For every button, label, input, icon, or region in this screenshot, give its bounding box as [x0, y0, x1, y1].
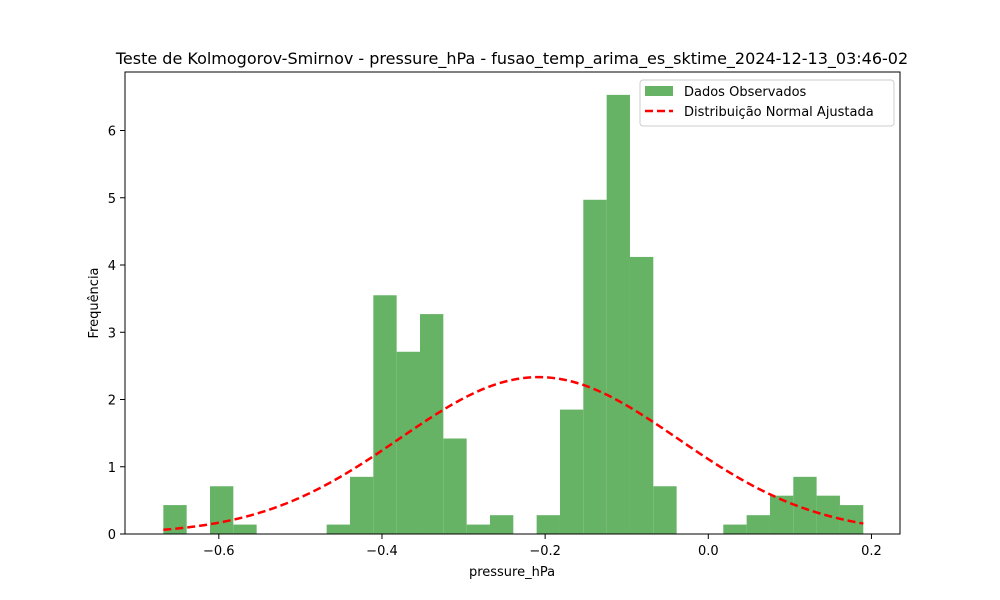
chart-title: Teste de Kolmogorov-Smirnov - pressure_h…: [115, 49, 908, 69]
x-axis-ticks: −0.6 −0.4 −0.2 0.0 0.2: [203, 534, 882, 559]
histogram-bar: [769, 495, 794, 534]
histogram-bar: [606, 94, 630, 535]
histogram-bar: [163, 505, 187, 534]
histogram-bar: [746, 515, 770, 534]
histogram-bar: [653, 486, 677, 534]
normal-fit-curve: [163, 375, 864, 532]
y-axis-ticks: 0 1 2 3 4 5 6: [108, 125, 125, 543]
histogram-bar: [419, 314, 444, 534]
legend-swatch-observed: [645, 86, 673, 96]
legend-label-fit: Distribuição Normal Ajustada: [684, 105, 874, 120]
y-tick-label: 4: [108, 259, 116, 274]
x-tick-label: 0.0: [698, 544, 719, 559]
y-tick-label: 3: [108, 326, 116, 341]
histogram-bar: [443, 438, 467, 534]
histogram-bar: [583, 199, 607, 534]
histogram-bar: [326, 524, 350, 534]
histogram-bar: [466, 524, 490, 534]
legend-box: [639, 79, 895, 127]
histogram-bar: [373, 295, 397, 534]
histogram-bar: [396, 351, 420, 534]
histogram-bar: [839, 505, 864, 534]
histogram-bar: [210, 486, 234, 534]
histogram-bars: [163, 94, 864, 535]
x-tick-label: −0.4: [366, 544, 398, 559]
histogram-bar: [723, 524, 747, 534]
histogram-bar: [349, 476, 374, 534]
histogram-bar: [629, 256, 654, 534]
y-tick-label: 6: [108, 125, 116, 140]
y-tick-label: 0: [108, 528, 116, 543]
y-tick-label: 1: [108, 461, 116, 476]
histogram-bar: [536, 515, 560, 534]
y-axis-label: Frequência: [87, 267, 102, 338]
legend-label-observed: Dados Observados: [684, 85, 807, 100]
x-tick-label: −0.6: [203, 544, 235, 559]
y-tick-label: 2: [108, 394, 116, 409]
axes-frame: [124, 71, 901, 535]
x-tick-label: 0.2: [861, 544, 882, 559]
y-tick-label: 5: [108, 192, 116, 207]
histogram-bar: [793, 476, 817, 534]
histogram-bar: [559, 409, 584, 534]
histogram-bar: [489, 515, 514, 534]
histogram-bar: [233, 524, 257, 534]
legend: Dados Observados Distribuição Normal Aju…: [639, 79, 895, 127]
x-axis-label: pressure_hPa: [469, 565, 555, 580]
x-tick-label: −0.2: [529, 544, 561, 559]
